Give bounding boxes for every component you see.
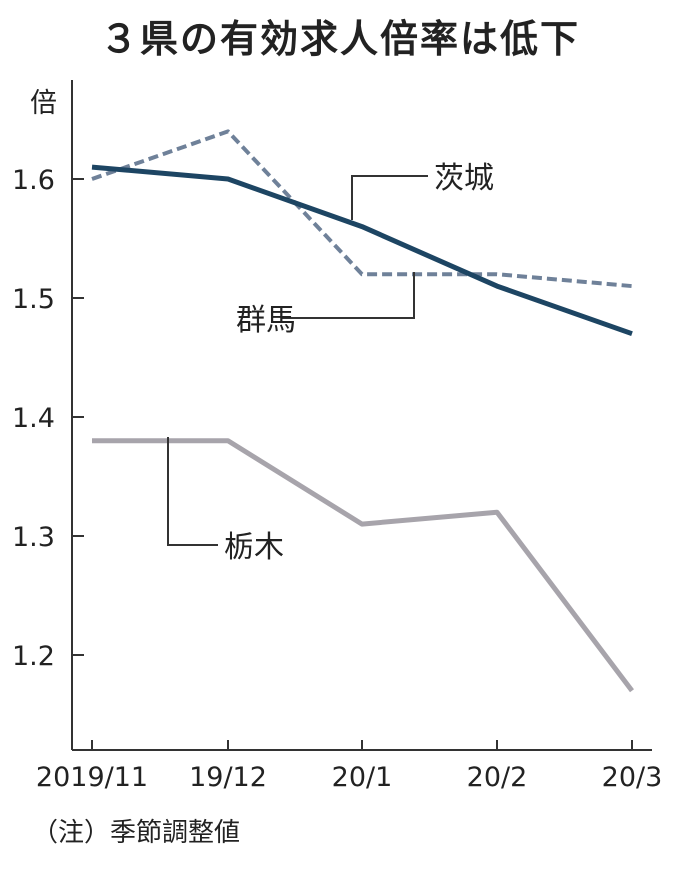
x-tick-label: 19/12 [189, 762, 267, 793]
series-label-gunma: 群馬 [236, 303, 296, 338]
y-tick-label: 1.6 [12, 165, 55, 196]
leader-line-ibaraki [351, 175, 428, 220]
leader-line-gunma [282, 272, 415, 319]
y-tick-label: 1.5 [12, 284, 55, 315]
series-label-tochigi: 栃木 [224, 530, 284, 565]
y-tick-label: 1.3 [12, 522, 55, 553]
y-tick-label: 1.2 [12, 641, 55, 672]
x-tick-label: 2019/11 [36, 762, 148, 793]
series-line-ibaraki [91, 164, 633, 337]
x-tick-label: 20/2 [467, 762, 528, 793]
leader-line-tochigi [167, 437, 218, 546]
series-label-ibaraki: 茨城 [434, 161, 494, 196]
chart-title: ３県の有効求人倍率は低下 [99, 17, 580, 61]
series-line-gunma [91, 129, 633, 289]
y-axis-label: 倍 [30, 88, 57, 119]
chart-note: （注）季節調整値 [32, 818, 241, 848]
series-line-tochigi [92, 438, 634, 693]
x-tick-label: 20/3 [602, 762, 663, 793]
x-tick-label: 20/1 [332, 762, 393, 793]
y-tick-label: 1.4 [12, 403, 55, 434]
